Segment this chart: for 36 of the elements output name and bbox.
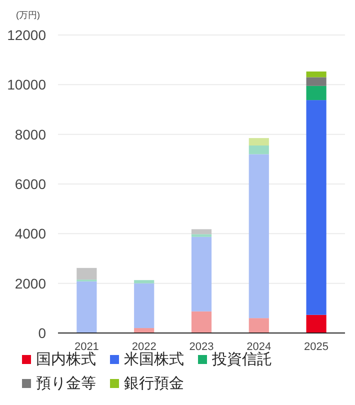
bar <box>191 236 212 312</box>
bar <box>248 138 269 146</box>
bar <box>306 314 326 333</box>
bar <box>248 154 269 318</box>
bar <box>306 86 326 100</box>
x-tick-label: 2021 <box>74 341 99 353</box>
bar <box>191 311 212 333</box>
legend-label: 国内株式 <box>36 351 96 368</box>
bar <box>134 283 154 328</box>
y-tick-label: 6000 <box>14 176 46 192</box>
y-tick-label: 0 <box>38 325 46 341</box>
bar <box>306 77 326 86</box>
x-tick-label: 2025 <box>304 341 329 353</box>
legend-label: 銀行預金 <box>124 375 184 392</box>
bar <box>76 281 97 333</box>
y-tick-label: 10000 <box>7 76 46 93</box>
x-tick-label: 2024 <box>246 341 272 353</box>
bar <box>134 280 154 284</box>
bar <box>76 268 97 280</box>
bar <box>191 229 212 234</box>
y-tick-label: 4000 <box>14 226 46 242</box>
x-tick-label: 2022 <box>132 341 156 353</box>
y-tick-label: 2000 <box>14 275 46 292</box>
bar <box>248 146 269 154</box>
legend-label: 投資信託 <box>211 351 272 368</box>
legend-label: 米国株式 <box>124 351 184 368</box>
bar <box>306 72 326 78</box>
y-tick-label: 8000 <box>14 126 46 142</box>
legend-label: 預り金等 <box>36 375 96 392</box>
bar <box>306 100 326 315</box>
bar <box>134 328 154 333</box>
y-tick-label: 12000 <box>7 27 46 43</box>
y-axis-title: (万円) <box>16 10 40 20</box>
x-tick-label: 2023 <box>189 341 214 353</box>
bar <box>248 318 269 333</box>
bar <box>191 234 212 237</box>
